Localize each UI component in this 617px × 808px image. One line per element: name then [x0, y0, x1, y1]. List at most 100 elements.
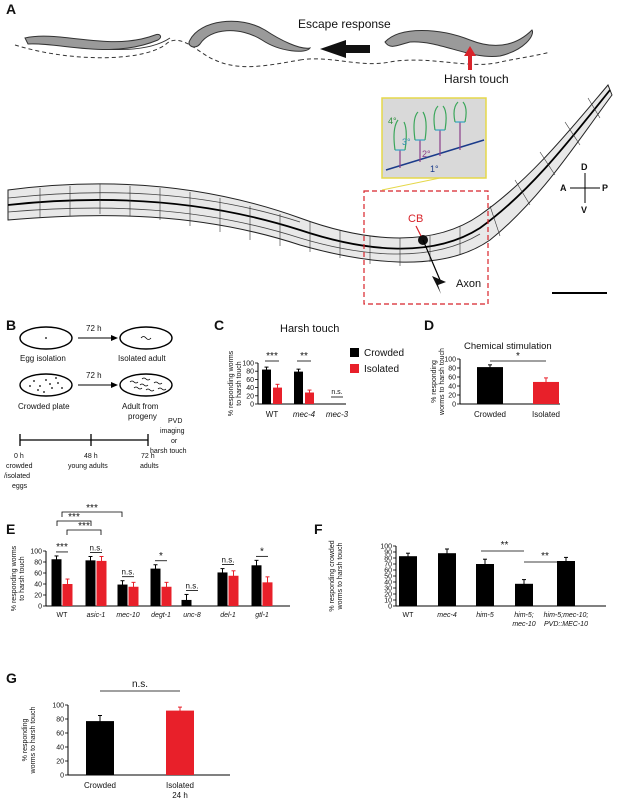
y-tick-label: 40	[246, 385, 254, 392]
y-axis-label-line2: worms to harsh touch	[30, 706, 37, 774]
y-tick-label: 40	[448, 384, 456, 391]
x-category-label: gtl-1	[255, 612, 269, 619]
y-axis-label-line1: % responding worms	[11, 545, 18, 611]
bar-crowded	[150, 568, 161, 606]
crowded-plate	[19, 373, 73, 397]
x-category-label: mec-3	[326, 410, 349, 419]
timeline-48h: 48 h	[84, 453, 98, 460]
significance-label: n.s.	[186, 581, 199, 590]
bar-crowded	[85, 560, 96, 606]
compass: D A P V	[560, 162, 608, 215]
panel-letter-d: D	[424, 317, 434, 333]
adult-progeny-line1: Adult from	[122, 402, 159, 411]
bar	[166, 710, 194, 775]
compass-a: A	[560, 183, 567, 193]
panel-letter-b: B	[6, 317, 16, 333]
comparison-bracket-label: ***	[86, 503, 98, 514]
timeline-0h: 0 h	[14, 453, 24, 460]
x-category-label: 24 h	[172, 791, 188, 800]
y-tick-label: 0	[60, 773, 64, 780]
significance-label: n.s.	[222, 556, 235, 565]
y-tick-label: 70	[384, 562, 392, 569]
x-category-label: him-5;mec-10;	[544, 612, 589, 619]
significance-label: ***	[266, 351, 278, 362]
timeline-72h-sub: adults	[140, 463, 159, 470]
legend-label-isolated: Isolated	[364, 364, 399, 375]
significance-label: *	[260, 546, 264, 557]
bar-isolated	[128, 586, 139, 606]
y-tick-label: 0	[250, 402, 254, 409]
inset-label-4: 4°	[388, 116, 397, 126]
y-tick-label: 80	[246, 369, 254, 376]
y-axis-label-line2: to harsh touch	[236, 361, 243, 405]
worm-trail-dashed-2	[299, 51, 551, 65]
bar-crowded	[262, 369, 271, 404]
worm-2	[188, 20, 312, 52]
bar-crowded	[477, 367, 503, 404]
x-category-label: him-5	[476, 612, 494, 619]
bar-crowded	[217, 572, 228, 606]
bar-isolated	[228, 575, 239, 606]
x-category-label: mec-4	[437, 612, 457, 619]
chart-isolated-24h: 0 20 40 60 80 100 % responding worms to harsh t…	[22, 679, 230, 800]
y-tick-label: 60	[384, 568, 392, 575]
y-axis-label-line2: worms to harsh touch	[439, 348, 446, 416]
x-category-label: Crowded	[84, 781, 116, 790]
x-category-label: del-1	[220, 612, 236, 619]
bar-isolated	[533, 381, 559, 404]
crowded-plate-label: Crowded plate	[18, 402, 70, 411]
egg-isolation-label: Egg isolation	[20, 354, 66, 363]
bar-crowded	[51, 559, 62, 606]
harsh-touch-arrow	[464, 46, 476, 70]
x-category-label: mec-4	[293, 410, 316, 419]
y-tick-label: 60	[34, 571, 42, 578]
inset-label-3: 3°	[402, 137, 411, 147]
x-category-label: PVD::MEC-10	[544, 621, 588, 628]
panel-letter-g: G	[6, 670, 17, 686]
panel-letter-e: E	[6, 521, 15, 537]
timeline-0h-sub3: eggs	[12, 483, 28, 490]
zoom-region-box	[363, 190, 489, 305]
inset-label-2: 2°	[422, 149, 431, 159]
y-tick-label: 100	[30, 549, 42, 556]
x-category-label: asic-1	[87, 612, 106, 619]
b-time-top: 72 h	[86, 324, 102, 333]
inset-zoom: 4° 3° 2° 1°	[381, 97, 487, 179]
compass-d: D	[581, 162, 588, 172]
timeline-48h-sub: young adults	[68, 463, 108, 470]
worm-1	[24, 34, 162, 50]
panel-b-schematic: 72 h Egg isolation Isolated adult 72 h C…	[4, 324, 187, 490]
pvd-micrograph	[7, 84, 613, 281]
y-axis-label-line1: % responding crowded	[329, 540, 336, 611]
y-tick-label: 20	[448, 393, 456, 400]
bar	[476, 564, 494, 606]
x-category-label: degt-1	[151, 612, 171, 619]
significance-label: n.s.	[90, 544, 103, 553]
timeline-0h-sub2: /isolated	[4, 473, 30, 480]
y-tick-label: 0	[38, 604, 42, 611]
y-tick-label: 90	[384, 550, 392, 557]
inset-connector	[381, 177, 441, 191]
bar	[438, 553, 456, 606]
y-tick-label: 40	[384, 580, 392, 587]
y-axis-label-line1: % responding	[431, 360, 438, 403]
y-tick-label: 20	[56, 759, 64, 766]
y-axis-label-line1: % responding worms	[228, 350, 235, 416]
compass-v: V	[581, 205, 587, 215]
b-time-bottom: 72 h	[86, 371, 102, 380]
y-tick-label: 60	[448, 375, 456, 382]
bar-isolated	[62, 584, 73, 606]
adult-progeny-plate	[119, 373, 173, 397]
cb-pointer	[415, 225, 422, 237]
significance-label: **	[501, 540, 509, 551]
comparison-bracket-label: ***	[68, 512, 80, 523]
comparison-bracket	[56, 520, 92, 526]
chart-title: Harsh touch	[280, 323, 339, 335]
panel-letter-c: C	[214, 317, 224, 333]
y-tick-label: 100	[242, 361, 254, 368]
y-tick-label: 80	[448, 366, 456, 373]
harsh-touch-label: Harsh touch	[444, 72, 509, 86]
panel-letter-f: F	[314, 521, 323, 537]
